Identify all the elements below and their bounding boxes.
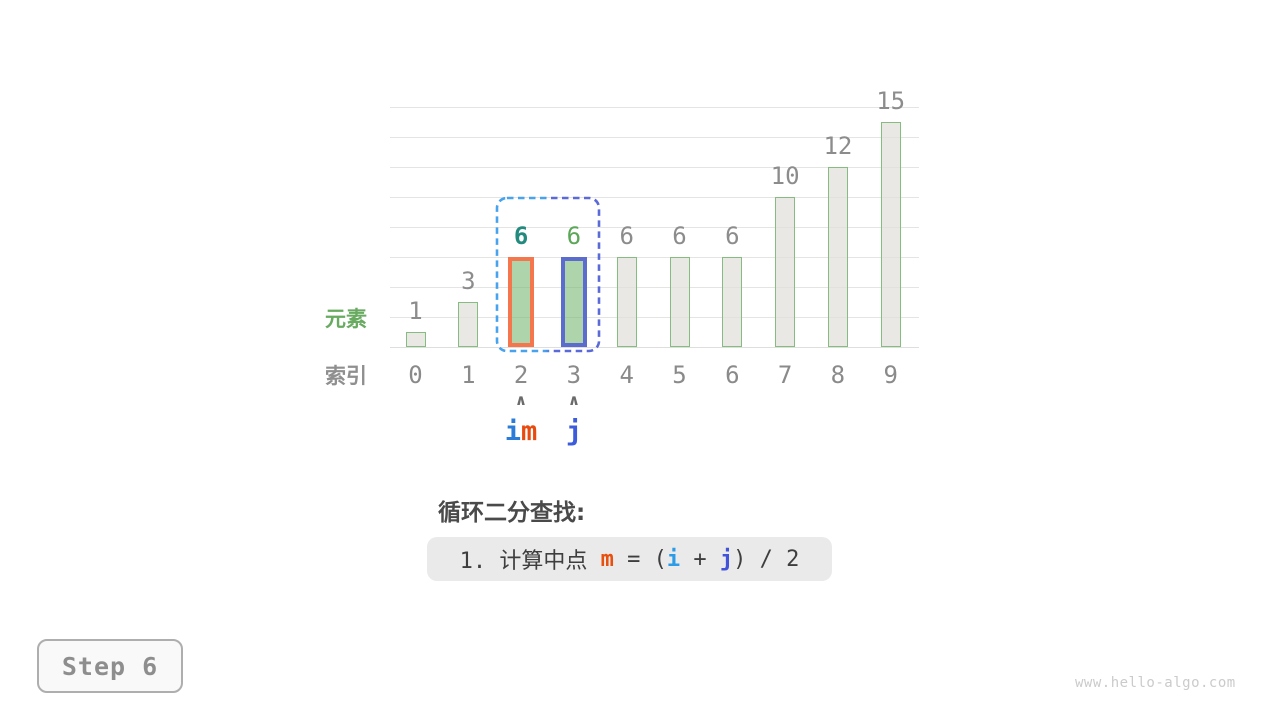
formula-j: j [719, 546, 734, 572]
bar-8 [827, 167, 848, 347]
bar-value-label: 15 [876, 87, 906, 115]
row-label-elements: 元素 [325, 307, 367, 331]
pointer-j: j [565, 416, 583, 447]
bar-1 [458, 302, 479, 347]
formula-i: i [666, 546, 681, 572]
index-label: 7 [777, 361, 793, 389]
index-label: 8 [830, 361, 846, 389]
bar-value-label: 10 [770, 162, 800, 190]
bar-6 [722, 257, 743, 347]
index-label: 2 [513, 361, 529, 389]
bar-chart: 1 3 6 6 6 6 6 10 12 15 [390, 89, 919, 348]
index-row: 0 1 2 3 4 5 6 7 8 9 [0, 362, 1280, 390]
index-label: 3 [566, 361, 582, 389]
watermark: www.hello-algo.com [1075, 675, 1236, 691]
bar-highlight-2 [508, 257, 535, 347]
bar-value-label: 1 [408, 297, 423, 325]
bar-value-label: 12 [823, 132, 853, 160]
bar-value-label: 6 [619, 222, 634, 250]
bar-value-label: 6 [725, 222, 740, 250]
bar-7 [775, 197, 796, 347]
row-label-indices: 索引 [325, 364, 367, 388]
formula-mid: = ( [613, 546, 667, 572]
step-badge: Step 6 [37, 639, 183, 693]
bar-5 [669, 257, 690, 347]
formula-box: 1. 计算中点 m = (i + j) / 2 [427, 537, 832, 581]
bar-9 [880, 122, 901, 347]
formula-prefix: 1. 计算中点 [459, 549, 601, 574]
index-label: 5 [672, 361, 687, 389]
pointer-m: m [521, 416, 538, 447]
caret-up-icon: ∧ [567, 391, 581, 409]
index-label: 6 [725, 361, 740, 389]
index-label: 4 [619, 361, 634, 389]
caret-up-icon: ∧ [514, 391, 528, 409]
search-range-rect [495, 196, 601, 353]
formula-plus: + [680, 546, 720, 572]
formula-m: m [600, 546, 614, 572]
bar-value-label: 6 [672, 222, 687, 250]
bar-highlight-3 [560, 257, 587, 347]
index-label: 9 [883, 361, 898, 389]
bar-4 [616, 257, 637, 347]
pointer-label-im: im [505, 417, 538, 447]
pointer-i: i [504, 416, 521, 447]
bar-value-label: 3 [461, 267, 476, 295]
bar-value-label: 6 [566, 222, 582, 250]
annotation-title: 循环二分查找: [438, 500, 586, 526]
search-range-dashed-box [495, 196, 601, 353]
step-label: Step 6 [61, 651, 159, 681]
index-label: 1 [461, 361, 476, 389]
index-label: 0 [408, 361, 423, 389]
bar-0 [405, 332, 426, 347]
formula-suffix: ) / 2 [733, 546, 800, 572]
bar-value-label: 6 [513, 222, 529, 250]
